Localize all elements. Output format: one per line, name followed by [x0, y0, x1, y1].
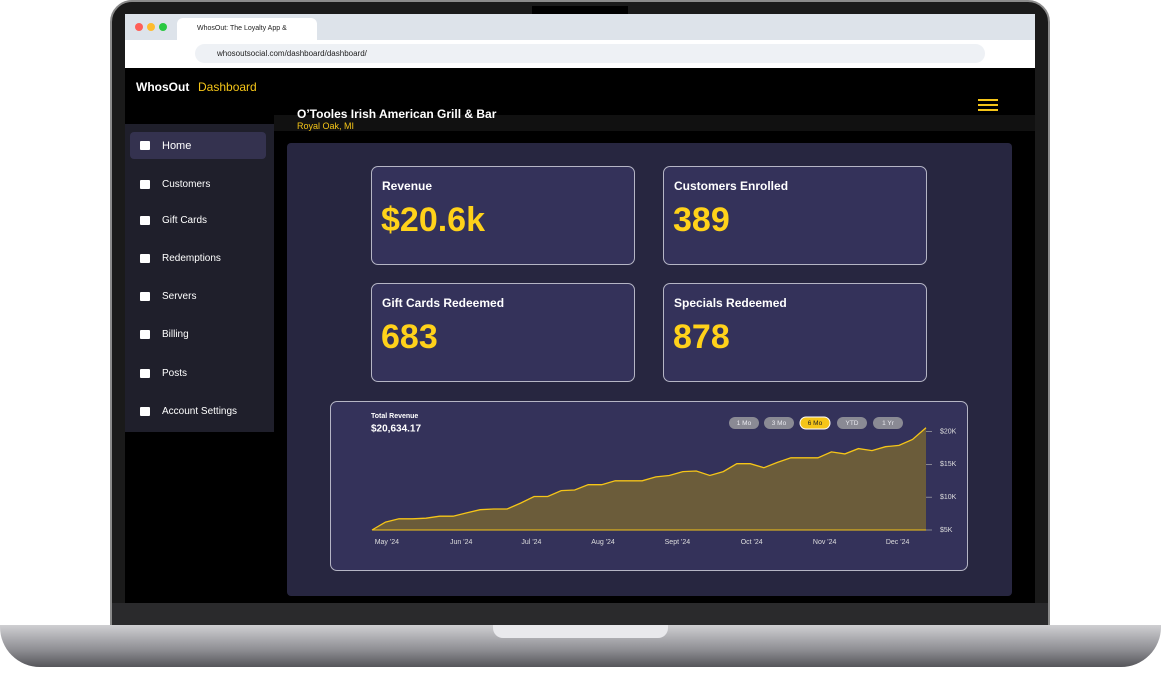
nav-label: Billing	[162, 329, 189, 340]
nav-label: Gift Cards	[162, 215, 208, 226]
stat-card: Gift Cards Redeemed 683	[371, 283, 635, 382]
close-dot[interactable]	[135, 23, 143, 31]
range-label: 3 Mo	[772, 420, 787, 427]
nav-item[interactable]: Servers	[130, 283, 266, 310]
stat-label: Gift Cards Redeemed	[382, 296, 505, 310]
stat-card: Customers Enrolled 389	[663, 166, 927, 265]
nav-icon	[140, 407, 150, 416]
range-button[interactable]	[764, 417, 794, 429]
range-label: 1 Mo	[737, 420, 752, 427]
nav-item[interactable]: Redemptions	[130, 245, 266, 272]
chart-total: $20,634.17	[371, 424, 421, 435]
address-bar: whosoutsocial.com/dashboard/dashboard/	[125, 40, 1035, 68]
chart-title: Total Revenue	[371, 413, 418, 420]
nav-item[interactable]: Account Settings	[130, 398, 266, 425]
nav-icon	[140, 254, 150, 263]
nav-item[interactable]: Customers	[130, 171, 266, 198]
range-label: 6 Mo	[808, 420, 823, 427]
y-tick-label: $15K	[940, 461, 957, 468]
nav-icon	[140, 330, 150, 339]
nav-label: Home	[162, 139, 192, 152]
x-tick-label: Nov '24	[813, 539, 837, 546]
stat-label: Revenue	[382, 179, 433, 193]
nav-item[interactable]: Gift Cards	[130, 207, 266, 234]
stat-value: 389	[673, 201, 730, 239]
stat-card: Revenue $20.6k	[371, 166, 635, 265]
y-tick-label: $20K	[940, 428, 957, 435]
screen-bottom	[112, 603, 1048, 625]
revenue-chart: Total Revenue $20,634.17 1 Mo 3 Mo 6 Mo YTD…	[371, 413, 957, 546]
range-button[interactable]	[799, 416, 831, 430]
nav-icon	[140, 216, 150, 225]
nav-label: Redemptions	[162, 253, 221, 264]
stat-card: Specials Redeemed 878	[663, 283, 927, 382]
venue-name: O’Tooles Irish American Grill & Bar	[297, 107, 497, 121]
stat-value: 878	[673, 318, 730, 356]
y-tick-label: $10K	[940, 494, 957, 501]
x-tick-label: May '24	[375, 539, 399, 546]
x-tick-label: Jun '24	[450, 539, 472, 546]
stat-value: 683	[381, 318, 438, 356]
nav-icon	[140, 292, 150, 301]
maximize-dot[interactable]	[159, 23, 167, 31]
nav-icon	[140, 180, 150, 189]
section-title: Dashboard	[198, 80, 257, 94]
nav-item[interactable]: Billing	[130, 321, 266, 348]
url-field[interactable]: whosoutsocial.com/dashboard/dashboard/	[195, 44, 985, 63]
stat-value: $20.6k	[381, 201, 485, 239]
line	[371, 427, 927, 531]
tab-bar: WhosOut: The Loyalty App &	[125, 14, 1035, 40]
x-tick-label: Sept '24	[665, 539, 691, 546]
range-label: YTD	[846, 420, 859, 427]
x-tick-label: Oct '24	[741, 539, 763, 546]
range-button[interactable]	[729, 417, 759, 429]
stat-label: Customers Enrolled	[674, 179, 789, 193]
y-tick-label: $5K	[940, 527, 953, 534]
brand[interactable]: WhosOut	[136, 80, 190, 94]
browser-tab[interactable]: WhosOut: The Loyalty App &	[177, 18, 317, 40]
nav-item[interactable]: Posts	[130, 360, 266, 387]
x-tick-label: Dec '24	[886, 539, 910, 546]
nav-label: Customers	[162, 179, 211, 190]
header-strip	[274, 115, 1035, 131]
nav-label: Servers	[162, 291, 197, 302]
sidebar	[125, 124, 274, 432]
x-tick-label: Jul '24	[521, 539, 541, 546]
range-button[interactable]	[873, 417, 903, 429]
range-label: 1 Yr	[882, 420, 895, 427]
nav-icon	[140, 141, 150, 150]
nav-label: Posts	[162, 368, 188, 379]
nav-icon	[140, 369, 150, 378]
x-tick-label: Aug '24	[591, 539, 615, 546]
venue-location: Royal Oak, MI	[297, 121, 355, 131]
range-button[interactable]	[837, 417, 867, 429]
stat-label: Specials Redeemed	[674, 296, 787, 310]
nav-label: Account Settings	[162, 406, 238, 417]
laptop-lip	[493, 625, 668, 638]
menu-button[interactable]	[978, 99, 998, 111]
minimize-dot[interactable]	[147, 23, 155, 31]
nav-item[interactable]: Home	[130, 132, 266, 159]
